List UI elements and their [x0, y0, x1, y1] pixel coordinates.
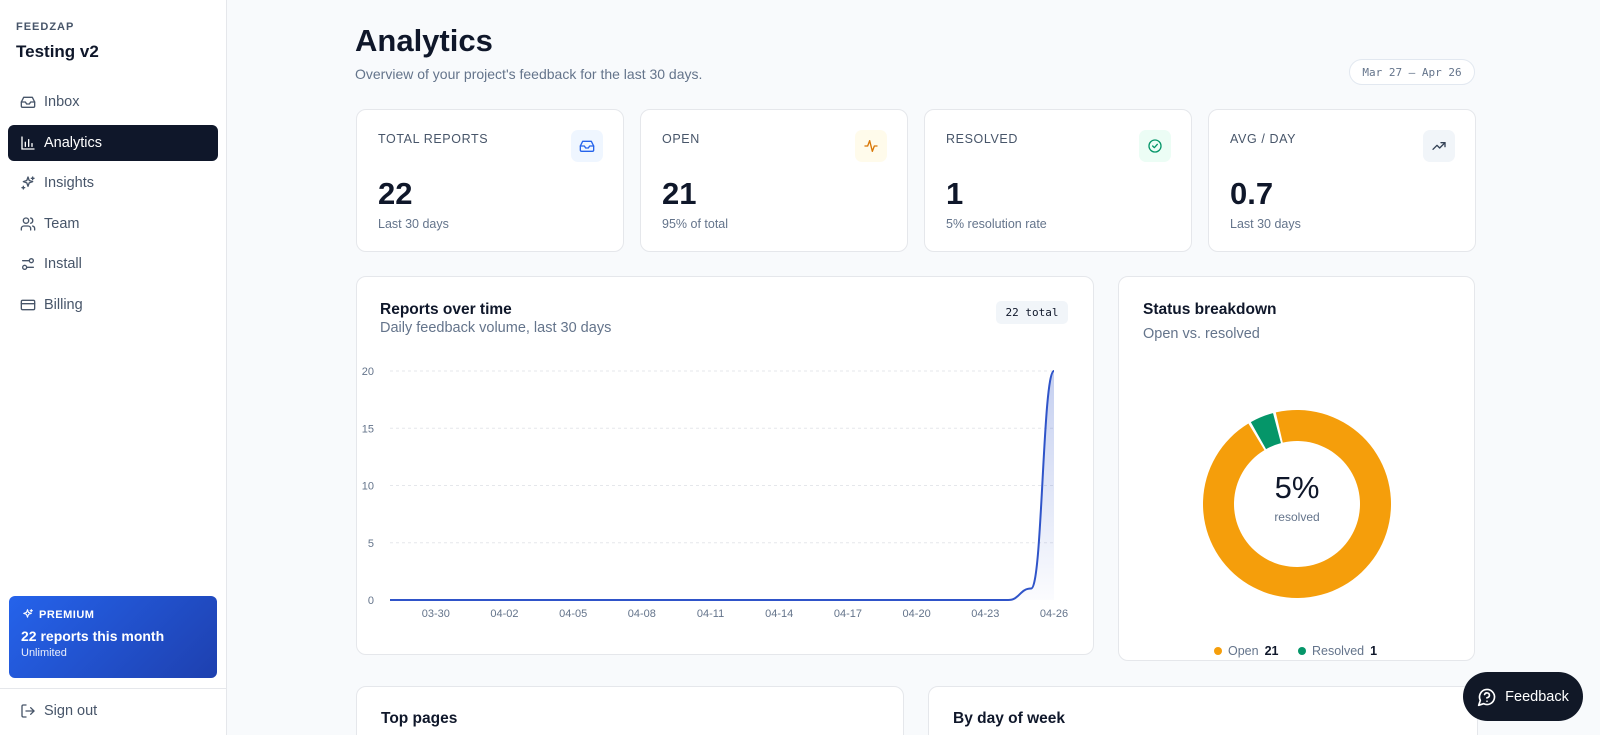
- stat-note: Last 30 days: [378, 217, 449, 231]
- legend-value: 21: [1264, 644, 1279, 658]
- stat-card-open: OPEN 21 95% of total: [640, 109, 908, 252]
- y-tick-label: 10: [362, 481, 374, 493]
- reports-line-chart: 0 5 10 15 20 03-30 04-02 04-05 04-08 04-11 04-14 04…: [362, 366, 1068, 620]
- legend-value: 1: [1370, 644, 1378, 658]
- stat-value: 0.7: [1230, 176, 1274, 211]
- top-pages-title: Top pages: [381, 710, 458, 727]
- donut-slice-open: [1203, 410, 1391, 598]
- y-tick-label: 15: [362, 423, 374, 435]
- sidebar-item-label: Team: [44, 215, 80, 232]
- stat-card-resolved: RESOLVED 1 5% resolution rate: [924, 109, 1192, 252]
- sparkles-icon: [21, 608, 34, 621]
- sidebar-item-insights[interactable]: Insights: [8, 165, 218, 201]
- legend-label: Open: [1228, 644, 1259, 658]
- y-tick-label: 5: [368, 538, 374, 550]
- sidebar-item-label: Analytics: [44, 134, 103, 151]
- sidebar: FEEDZAP Testing v2 Inbox Analytics Insig…: [0, 0, 227, 735]
- sparkles-icon: [20, 175, 36, 191]
- resolved-percent: 5%: [1274, 470, 1320, 505]
- premium-title: 22 reports this month: [21, 628, 165, 644]
- x-tick-label: 04-14: [765, 608, 793, 620]
- log-out-icon: [20, 703, 36, 719]
- x-tick-label: 04-08: [628, 608, 656, 620]
- message-circle-question-icon: [1477, 687, 1497, 707]
- sidebar-item-label: Install: [44, 256, 82, 273]
- x-tick-label: 04-26: [1040, 608, 1068, 620]
- premium-subtitle: Unlimited: [21, 647, 67, 659]
- stat-label: TOTAL REPORTS: [378, 132, 489, 146]
- total-badge: 22 total: [996, 301, 1068, 324]
- sidebar-item-billing[interactable]: Billing: [8, 287, 218, 323]
- legend-resolved: Resolved 1: [1298, 644, 1377, 658]
- check-circle-icon: [1139, 130, 1171, 162]
- sign-out-button[interactable]: Sign out: [20, 703, 97, 719]
- stat-value: 21: [662, 176, 697, 211]
- by-day-card: [928, 686, 1478, 735]
- feedback-button[interactable]: Feedback: [1463, 672, 1583, 721]
- sidebar-item-inbox[interactable]: Inbox: [8, 84, 218, 120]
- divider: [0, 688, 227, 689]
- page-subtitle: Overview of your project's feedback for …: [355, 66, 703, 82]
- legend-dot: [1214, 647, 1222, 655]
- x-tick-label: 04-20: [903, 608, 931, 620]
- stat-value: 1: [946, 176, 964, 211]
- brand-name: FEEDZAP: [16, 21, 75, 33]
- sidebar-item-install[interactable]: Install: [8, 246, 218, 282]
- x-tick-label: 04-17: [834, 608, 862, 620]
- date-range-badge[interactable]: Mar 27 – Apr 26: [1349, 59, 1475, 85]
- y-tick-label: 20: [362, 366, 374, 378]
- page-title: Analytics: [355, 23, 493, 58]
- status-donut-chart: [1203, 410, 1391, 598]
- y-tick-label: 0: [368, 595, 374, 607]
- project-name[interactable]: Testing v2: [16, 42, 99, 61]
- stat-note: Last 30 days: [1230, 217, 1301, 231]
- sidebar-item-team[interactable]: Team: [8, 206, 218, 242]
- resolved-label: resolved: [1274, 510, 1320, 524]
- top-pages-card: [356, 686, 904, 735]
- credit-card-icon: [20, 297, 36, 313]
- premium-card[interactable]: PREMIUM 22 reports this month Unlimited: [9, 596, 217, 678]
- stat-note: 95% of total: [662, 217, 729, 231]
- x-tick-label: 03-30: [422, 608, 450, 620]
- stat-card-avg-day: AVG / DAY 0.7 Last 30 days: [1208, 109, 1476, 252]
- sidebar-item-label: Inbox: [44, 94, 80, 110]
- stat-label: AVG / DAY: [1230, 132, 1297, 146]
- stat-card-total-reports: TOTAL REPORTS 22 Last 30 days: [356, 109, 624, 252]
- bar-chart-icon: [20, 135, 36, 151]
- sidebar-nav: Inbox Analytics Insights Team Install: [8, 84, 218, 328]
- sidebar-item-label: Insights: [44, 175, 94, 192]
- inbox-icon: [571, 130, 603, 162]
- x-tick-label: 04-11: [697, 608, 724, 620]
- donut-slice-resolved: [1250, 413, 1281, 450]
- x-tick-label: 04-05: [559, 608, 587, 620]
- sliders-icon: [20, 256, 36, 272]
- premium-tag: PREMIUM: [39, 608, 95, 621]
- status-card-subtitle: Open vs. resolved: [1143, 326, 1260, 342]
- x-tick-label: 04-23: [971, 608, 999, 620]
- reports-card-title: Reports over time: [380, 301, 512, 318]
- stat-label: RESOLVED: [946, 132, 1018, 146]
- donut-center: 5% resolved: [1217, 470, 1377, 524]
- sidebar-item-label: Billing: [44, 296, 83, 313]
- activity-icon: [855, 130, 887, 162]
- status-card-title: Status breakdown: [1143, 301, 1277, 318]
- feedback-label: Feedback: [1505, 688, 1569, 705]
- reports-card-subtitle: Daily feedback volume, last 30 days: [380, 320, 612, 336]
- legend-dot: [1298, 647, 1306, 655]
- legend-label: Resolved: [1312, 644, 1365, 658]
- users-icon: [20, 216, 36, 232]
- inbox-icon: [20, 94, 36, 110]
- legend-open: Open 21: [1214, 644, 1279, 658]
- series-line: [390, 370, 1055, 601]
- trending-up-icon: [1423, 130, 1455, 162]
- sign-out-label: Sign out: [44, 703, 98, 719]
- x-tick-label: 04-02: [490, 608, 518, 620]
- reports-over-time-card: [356, 276, 1094, 655]
- stat-note: 5% resolution rate: [946, 217, 1047, 231]
- stat-label: OPEN: [662, 132, 700, 146]
- sidebar-item-analytics[interactable]: Analytics: [8, 124, 218, 161]
- stat-value: 22: [378, 176, 413, 211]
- by-day-title: By day of week: [953, 710, 1065, 727]
